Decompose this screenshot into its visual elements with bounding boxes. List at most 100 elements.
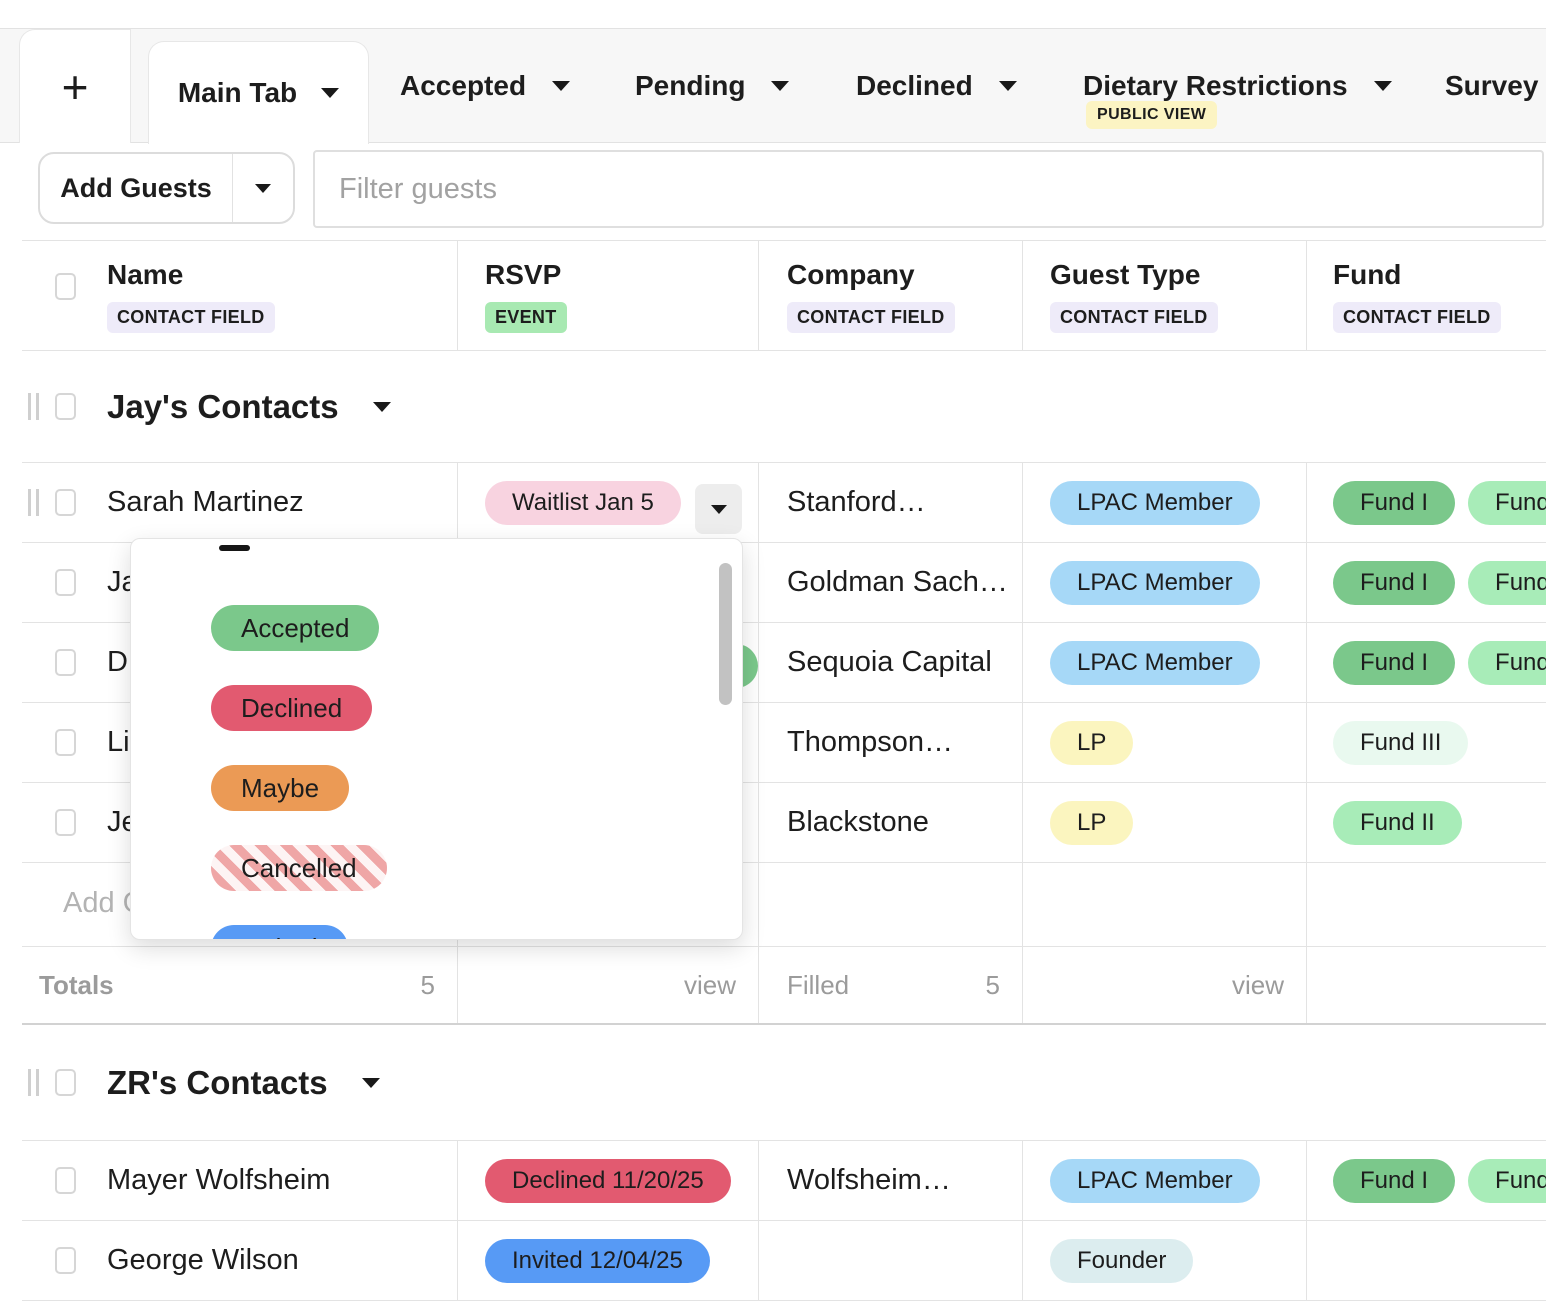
fund-pill[interactable]: Fund I [1333,641,1455,685]
guest-type-pill[interactable]: LP [1050,721,1133,765]
company-cell[interactable]: Blackstone [759,783,1023,862]
fund-pill[interactable]: Fund I [1333,481,1455,525]
company-cell[interactable]: Wolfsheim… [759,1141,1023,1220]
fund-pill[interactable]: Fund I [1333,1159,1455,1203]
rsvp-pill[interactable]: Declined 11/20/25 [485,1159,731,1203]
add-guests-label[interactable]: Add Guests [40,154,233,222]
fund-pill[interactable]: Fund II [1468,1159,1546,1203]
guest-type-pill[interactable]: LPAC Member [1050,561,1260,605]
totals-row: Totals 5 view Filled 5 view [22,947,1546,1025]
name-cell[interactable]: Mayer Wolfsheim [22,1141,458,1220]
group-checkbox[interactable] [55,1069,76,1096]
row-checkbox[interactable] [55,489,76,516]
company-cell[interactable]: Sequoia Capital [759,623,1023,702]
select-all-checkbox[interactable] [55,273,76,300]
clear-option-dash-icon[interactable] [219,545,250,551]
column-header-company[interactable]: Company CONTACT FIELD [759,241,1023,350]
company-name: Goldman Sach… [787,566,1008,599]
fund-pill[interactable]: Fund I [1333,561,1455,605]
rsvp-pill[interactable]: Waitlist Jan 5 [485,481,681,525]
view-link[interactable]: view [684,970,736,1001]
row-checkbox[interactable] [55,1167,76,1194]
rsvp-option-declined[interactable]: Declined [211,685,372,731]
filter-guests-input[interactable] [313,150,1544,228]
rsvp-cell[interactable]: Invited 12/04/25 [458,1221,759,1300]
fund-pill[interactable]: Fund II [1468,561,1546,605]
fund-cell[interactable]: Fund I Fund II [1307,623,1546,702]
fund-cell[interactable]: Fund II [1307,783,1546,862]
name-cell[interactable]: Sarah Martinez [22,463,458,542]
column-header-name[interactable]: Name CONTACT FIELD [22,241,458,350]
fund-pill[interactable]: Fund II [1468,481,1546,525]
guest-type-cell[interactable]: LP [1023,703,1307,782]
rsvp-cell[interactable]: Waitlist Jan 5 [458,463,759,542]
rsvp-option-maybe[interactable]: Maybe [211,765,349,811]
row-checkbox[interactable] [55,729,76,756]
guest-type-cell[interactable]: LP [1023,783,1307,862]
column-header-fund[interactable]: Fund CONTACT FIELD [1307,241,1546,350]
empty-cell [759,863,1023,946]
fund-pill[interactable]: Fund II [1333,801,1462,845]
guest-type-cell[interactable]: LPAC Member [1023,1141,1307,1220]
fund-cell[interactable]: Fund I Fund II [1307,463,1546,542]
guest-type-cell[interactable]: LPAC Member [1023,623,1307,702]
tab-declined[interactable]: Declined [856,29,1017,143]
group-checkbox[interactable] [55,393,76,420]
add-guests-dropdown-button[interactable] [233,154,293,222]
totals-guest-type-cell: view [1023,947,1307,1023]
guest-type-pill[interactable]: LPAC Member [1050,481,1260,525]
guest-type-pill[interactable]: LP [1050,801,1133,845]
company-cell[interactable]: Stanford… [759,463,1023,542]
rsvp-cell[interactable]: Declined 11/20/25 [458,1141,759,1220]
tab-main-tab[interactable]: Main Tab [148,41,369,144]
tab-survey[interactable]: Survey [1445,29,1546,143]
add-guests-button[interactable]: Add Guests [38,152,295,224]
fund-cell[interactable] [1307,1221,1546,1300]
name-cell[interactable]: George Wilson [22,1221,458,1300]
fund-cell[interactable]: Fund I Fund II [1307,543,1546,622]
group-title-toggle[interactable]: Jay's Contacts [107,351,391,462]
rsvp-dropdown-button[interactable] [695,484,742,534]
rsvp-option-accepted[interactable]: Accepted [211,605,379,651]
column-header-rsvp[interactable]: RSVP EVENT [458,241,759,350]
rsvp-pill[interactable]: Invited 12/04/25 [485,1239,710,1283]
fund-pill[interactable]: Fund III [1333,721,1468,765]
rsvp-option-cancelled[interactable]: Cancelled [211,845,387,891]
fund-cell[interactable]: Fund I Fund II [1307,1141,1546,1220]
plus-icon: + [62,60,89,114]
group-title-toggle[interactable]: ZR's Contacts [107,1025,380,1140]
row-checkbox[interactable] [55,569,76,596]
guest-type-cell[interactable]: LPAC Member [1023,543,1307,622]
rsvp-option-invited[interactable]: Invited [211,925,348,940]
fund-pill[interactable]: Fund II [1468,641,1546,685]
view-link[interactable]: view [1232,970,1284,1001]
add-tab-button[interactable]: + [19,29,131,143]
drag-handle-icon[interactable] [28,1069,39,1096]
guest-type-pill[interactable]: LPAC Member [1050,641,1260,685]
row-checkbox[interactable] [55,809,76,836]
fund-cell[interactable]: Fund III [1307,703,1546,782]
column-header-guest-type[interactable]: Guest Type CONTACT FIELD [1023,241,1307,350]
chevron-down-icon [1374,81,1392,91]
guest-type-pill[interactable]: Founder [1050,1239,1193,1283]
guest-name: D [107,646,128,679]
guest-name: Mayer Wolfsheim [107,1164,330,1197]
tab-bar: + Main Tab Accepted Pending Declined Die… [0,28,1546,143]
filled-label: Filled [787,970,849,1001]
tab-label: Accepted [400,70,526,102]
row-checkbox[interactable] [55,1247,76,1274]
row-checkbox[interactable] [55,649,76,676]
drag-handle-icon[interactable] [28,489,39,516]
company-cell[interactable]: Thompson… [759,703,1023,782]
company-cell[interactable]: Goldman Sach… [759,543,1023,622]
guest-name: Li [107,726,130,759]
company-cell[interactable] [759,1221,1023,1300]
dropdown-scrollbar[interactable] [719,563,732,705]
guest-type-pill[interactable]: LPAC Member [1050,1159,1260,1203]
drag-handle-icon[interactable] [28,393,39,420]
guest-type-cell[interactable]: LPAC Member [1023,463,1307,542]
tab-accepted[interactable]: Accepted [400,29,570,143]
chevron-down-icon [552,81,570,91]
tab-pending[interactable]: Pending [635,29,789,143]
guest-type-cell[interactable]: Founder [1023,1221,1307,1300]
